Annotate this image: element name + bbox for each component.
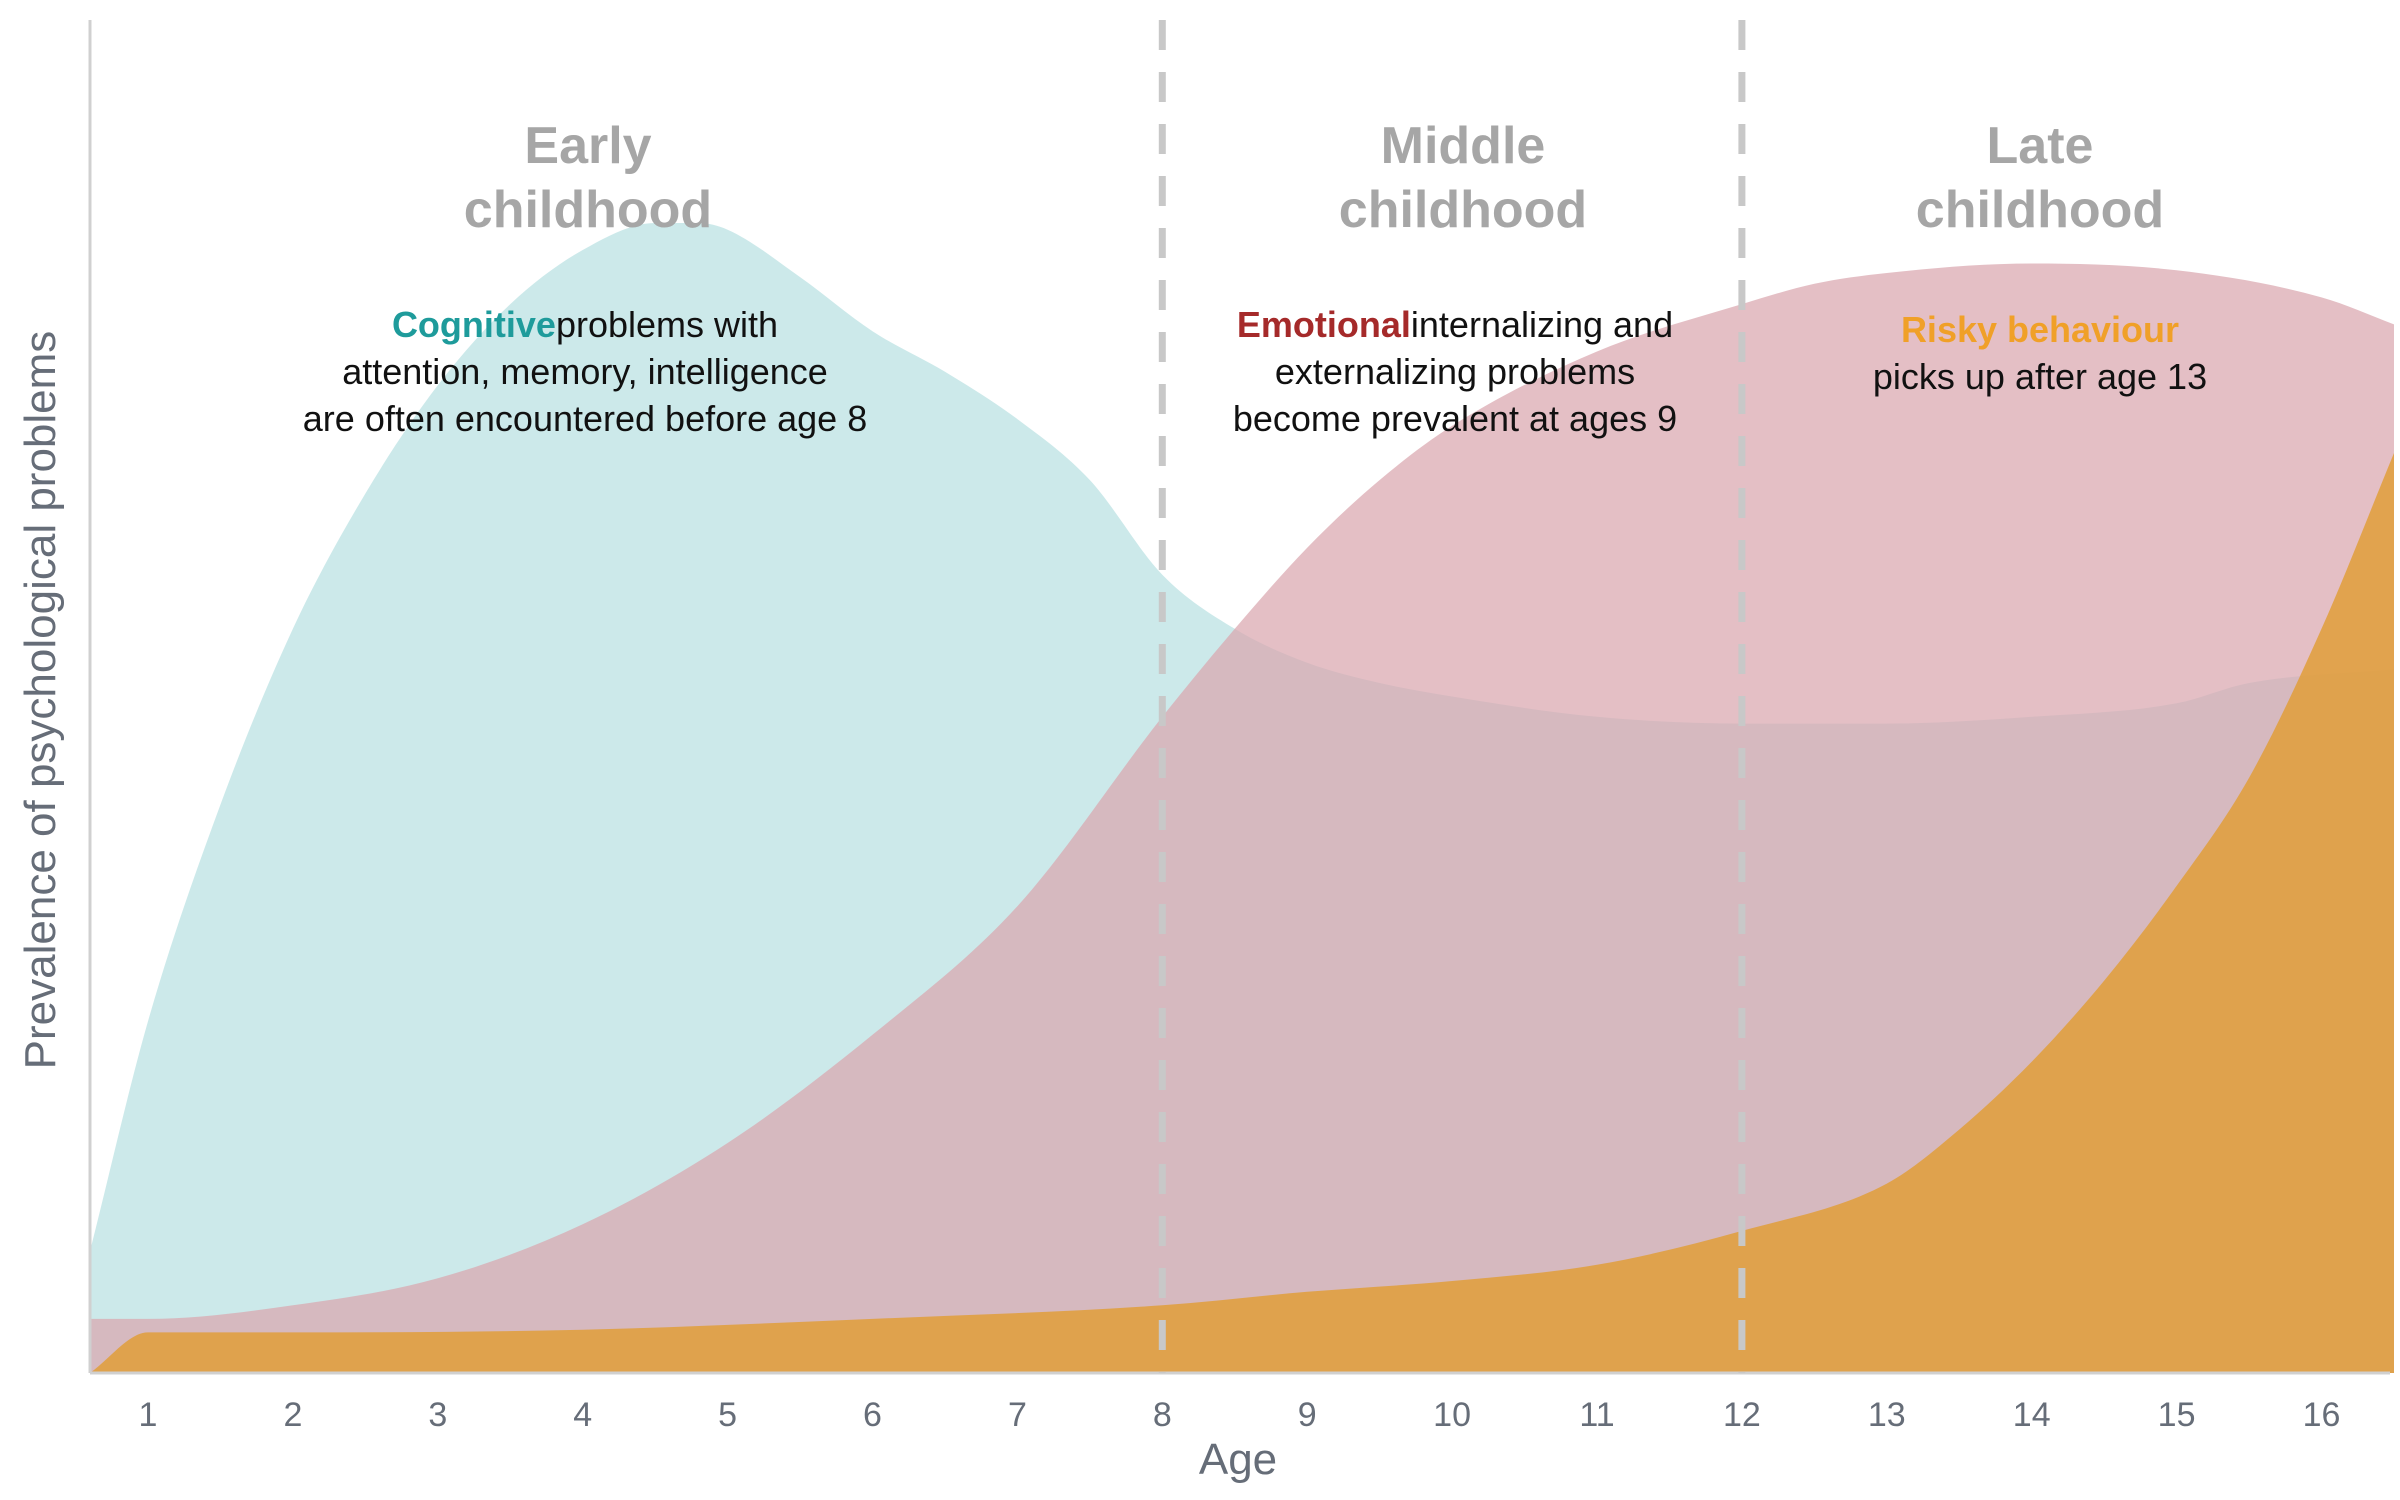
stage-dividers [1158,20,1746,1373]
stage-title-line1: Late [1987,117,2094,175]
annotation-line1-rest: problems with [556,304,778,345]
x-tick-label: 15 [2158,1396,2196,1434]
x-tick-label: 6 [863,1396,882,1434]
x-tick-label: 7 [1008,1396,1027,1434]
x-tick-label: 14 [2013,1396,2051,1434]
annotation-line2: externalizing problems [1275,351,1635,392]
stage-title-line1: Middle [1381,117,1546,175]
x-tick-label: 16 [2303,1396,2341,1434]
annotation-line3: are often encountered before age 8 [303,398,867,439]
x-axis-title: Age [1199,1435,1277,1484]
x-tick-labels: 1 2 3 4 5 6 7 8 9 10 11 12 13 14 15 16 [139,1396,2341,1434]
annotation-line1: Emotionalinternalizing and [1237,304,1673,345]
annotation-line1: Cognitiveproblems with [392,304,778,345]
annotations: Cognitiveproblems with attention, memory,… [303,304,2207,439]
annotation-line1-rest: internalizing and [1411,304,1673,345]
x-tick-label: 9 [1298,1396,1317,1434]
stage-title-line2: childhood [464,181,712,239]
stage-title-line2: childhood [1339,181,1587,239]
annotation-emphasis: Emotional [1237,304,1411,345]
x-tick-label: 12 [1723,1396,1761,1434]
annotation-emphasis: Cognitive [392,304,556,345]
x-tick-label: 10 [1433,1396,1471,1434]
x-tick-label: 5 [718,1396,737,1434]
y-axis-title: Prevalence of psychological problems [16,331,65,1070]
x-tick-label: 8 [1153,1396,1172,1434]
area-risky [90,453,2394,1373]
annotation-line3: become prevalent at ages 9 [1233,398,1677,439]
x-tick-label: 3 [428,1396,447,1434]
x-tick-label: 2 [283,1396,302,1434]
plot-areas [90,223,2394,1373]
annotation-line2: picks up after age 13 [1873,356,2207,397]
stage-title-line1: Early [524,117,651,175]
x-tick-label: 13 [1868,1396,1906,1434]
axes [88,20,2390,1375]
annotation-line2: attention, memory, intelligence [342,351,828,392]
x-tick-label: 4 [573,1396,592,1434]
annotation-emphasis: Risky behaviour [1901,309,2179,350]
stage-titles: Early childhood Middle childhood Late childho… [464,117,2164,239]
x-tick-label: 1 [139,1396,158,1434]
stage-title-line2: childhood [1916,181,2164,239]
area-emotional [90,263,2394,1373]
x-tick-label: 11 [1579,1396,1614,1434]
annotation-line1: Risky behaviour [1901,309,2179,350]
